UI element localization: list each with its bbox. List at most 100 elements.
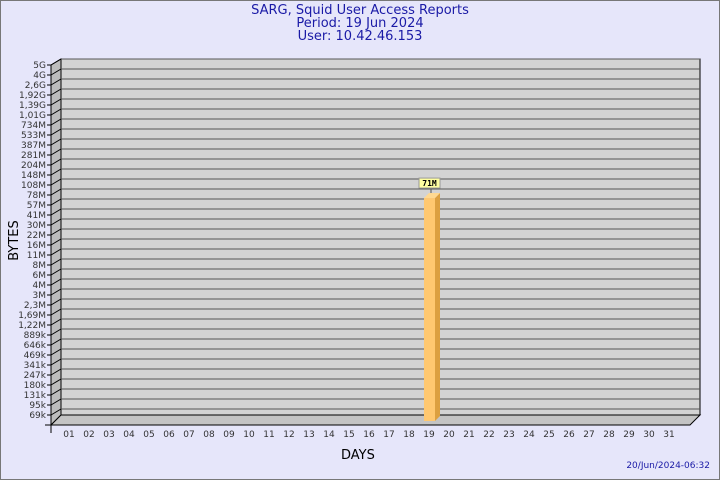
gridline-diagonal: [50, 238, 62, 246]
x-tick-label: 06: [163, 430, 175, 440]
x-tick-label: 02: [83, 430, 94, 440]
x-axis-label: DAYS: [341, 448, 375, 463]
x-tick-label: 14: [323, 430, 335, 440]
gridline-diagonal: [50, 408, 62, 416]
x-tick-label: 26: [563, 430, 575, 440]
y-tick-label: 469k: [24, 351, 47, 361]
gridline-diagonal: [50, 368, 62, 376]
y-tick-label: 180k: [24, 381, 47, 391]
x-tick-label: 28: [603, 430, 615, 440]
chart-user: User: 10.42.46.153: [297, 29, 423, 44]
x-tick-label: 24: [523, 430, 535, 440]
x-tick-label: 31: [663, 430, 674, 440]
gridline-diagonal: [50, 298, 62, 306]
y-tick-label: 1,69M: [18, 311, 46, 321]
y-tick-label: 2,6G: [25, 81, 46, 91]
gridline-diagonal: [50, 398, 62, 406]
x-tick-label: 20: [443, 430, 455, 440]
x-tick-label: 29: [623, 430, 635, 440]
gridline-diagonal: [50, 308, 62, 316]
y-tick-label: 533M: [21, 131, 46, 141]
y-tick-label: 69k: [29, 411, 46, 421]
y-tick-label: 57M: [27, 201, 46, 211]
y-tick-label: 387M: [21, 141, 46, 151]
gridline-diagonal: [50, 258, 62, 266]
x-tick-label: 03: [103, 430, 114, 440]
gridline-diagonal: [50, 118, 62, 126]
x-tick-label: 25: [543, 430, 554, 440]
y-tick-label: 11M: [27, 251, 46, 261]
gridline-diagonal: [50, 388, 62, 396]
bar-side: [435, 193, 440, 421]
y-tick-label: 95k: [29, 401, 46, 411]
y-tick-label: 1,39G: [19, 101, 46, 111]
bar-top: [424, 193, 440, 199]
gridline-diagonal: [50, 218, 62, 226]
gridline-diagonal: [50, 178, 62, 186]
gridline-diagonal: [50, 188, 62, 196]
gridline-diagonal: [50, 78, 62, 86]
x-tick-label: 16: [363, 430, 375, 440]
y-tick-label: 1,22M: [18, 321, 46, 331]
gridline-diagonal: [50, 88, 62, 96]
x-tick-label: 13: [303, 430, 314, 440]
y-tick-label: 734M: [21, 121, 46, 131]
x-tick-label: 07: [183, 430, 194, 440]
gridline-diagonal: [50, 288, 62, 296]
y-tick-label: 1,01G: [19, 111, 46, 121]
x-tick-label: 18: [403, 430, 415, 440]
gridline-diagonal: [50, 248, 62, 256]
x-tick-label: 12: [283, 430, 294, 440]
bar: [424, 198, 435, 421]
x-tick-label: 10: [243, 430, 255, 440]
y-tick-label: 4G: [33, 71, 46, 81]
x-tick-label: 05: [143, 430, 154, 440]
x-tick-label: 09: [223, 430, 235, 440]
y-tick-label: 281M: [21, 151, 46, 161]
gridline-diagonal: [50, 228, 62, 236]
x-tick-label: 08: [203, 430, 215, 440]
floor: [49, 414, 702, 426]
x-tick-label: 04: [123, 430, 135, 440]
x-tick-label: 15: [343, 430, 354, 440]
gridline-diagonal: [50, 268, 62, 276]
y-tick-label: 148M: [21, 171, 46, 181]
x-tick-label: 22: [483, 430, 494, 440]
y-tick-label: 2,3M: [24, 301, 46, 311]
gridline-diagonal: [50, 108, 62, 116]
gridline-diagonal: [50, 378, 62, 386]
gridline-diagonal: [50, 198, 62, 206]
y-tick-label: 6M: [33, 271, 47, 281]
x-tick-label: 11: [263, 430, 274, 440]
gridline-diagonal: [50, 68, 62, 76]
chart-period: Period: 19 Jun 2024: [296, 16, 424, 31]
data-label: 71M: [422, 179, 437, 188]
y-axis-label: BYTES: [6, 220, 22, 261]
x-tick-label: 17: [383, 430, 394, 440]
gridline-diagonal: [50, 338, 62, 346]
y-tick-label: 646k: [24, 341, 47, 351]
gridline-diagonal: [50, 168, 62, 176]
data-label-box: [418, 177, 441, 189]
gridline-diagonal: [50, 208, 62, 216]
y-tick-label: 8M: [33, 261, 47, 271]
chart-title: SARG, Squid User Access Reports: [251, 3, 469, 18]
y-tick-label: 247k: [24, 371, 47, 381]
timestamp: 20/Jun/2024-06:32: [626, 461, 710, 471]
gridline-diagonal: [50, 328, 62, 336]
y-tick-label: 78M: [27, 191, 46, 201]
y-tick-label: 1,92G: [19, 91, 46, 101]
gridline-diagonal: [50, 358, 62, 366]
gridline-diagonal: [50, 278, 62, 286]
gridline-diagonal: [50, 98, 62, 106]
x-tick-label: 01: [63, 430, 74, 440]
y-tick-label: 4M: [33, 281, 47, 291]
gridline-diagonal: [50, 318, 62, 326]
gridline-diagonal: [50, 58, 62, 66]
y-tick-label: 3M: [33, 291, 47, 301]
x-tick-label: 27: [583, 430, 594, 440]
y-tick-label: 341k: [24, 361, 47, 371]
y-tick-label: 108M: [21, 181, 46, 191]
gridline-diagonal: [50, 348, 62, 356]
y-tick-label: 30M: [27, 221, 46, 231]
